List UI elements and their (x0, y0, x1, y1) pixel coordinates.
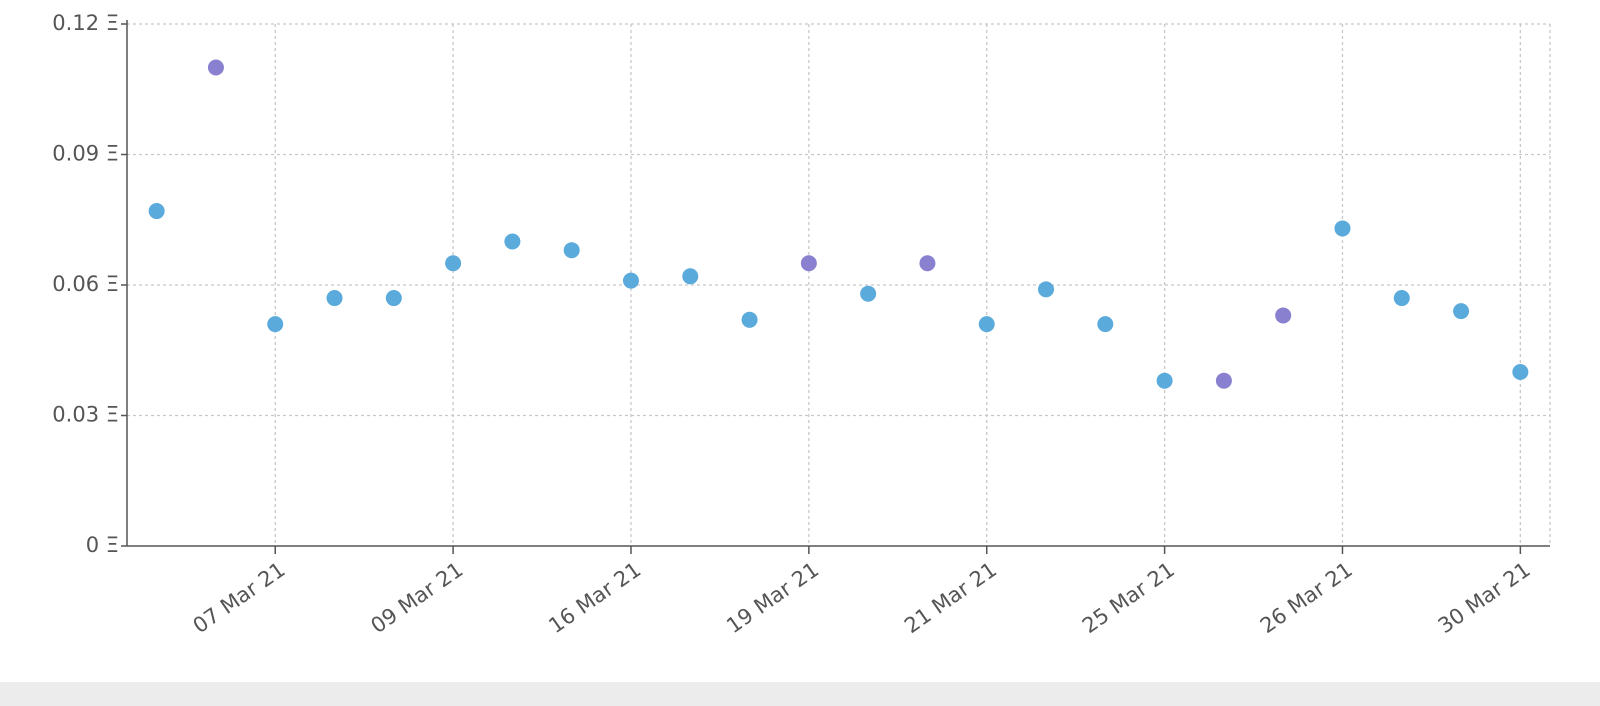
y-tick-label: 0.03 Ξ (52, 403, 119, 427)
point (1334, 220, 1351, 237)
point (207, 59, 224, 76)
point (1512, 364, 1529, 380)
point (1275, 307, 1292, 324)
point (1038, 281, 1055, 298)
point (978, 316, 995, 333)
x-tick-label: 30 Mar 21 (1434, 557, 1535, 638)
x-tick-label: 19 Mar 21 (722, 557, 823, 638)
point (741, 311, 758, 328)
point (1215, 372, 1232, 389)
point (326, 290, 343, 307)
x-tick-label: 26 Mar 21 (1256, 557, 1357, 638)
point (504, 233, 521, 250)
x-tick-label: 07 Mar 21 (189, 557, 290, 638)
point (267, 316, 284, 333)
footer-band (0, 682, 1600, 706)
point (445, 255, 462, 272)
x-tick-label: 21 Mar 21 (900, 557, 1001, 638)
point (385, 290, 402, 307)
point (148, 203, 165, 220)
point (1453, 303, 1470, 320)
point (1156, 372, 1173, 389)
y-tick-label: 0 Ξ (86, 533, 119, 557)
point (1097, 316, 1114, 333)
point (1393, 290, 1410, 307)
x-tick-label: 09 Mar 21 (366, 557, 467, 638)
point (800, 255, 817, 272)
point (919, 255, 936, 272)
x-tick-label: 25 Mar 21 (1078, 557, 1179, 638)
y-tick-label: 0.09 Ξ (52, 142, 119, 166)
x-tick-label: 16 Mar 21 (544, 557, 645, 638)
point (860, 285, 877, 302)
point (622, 272, 639, 289)
y-tick-label: 0.06 Ξ (52, 272, 119, 296)
point (682, 268, 699, 285)
point (563, 242, 580, 259)
y-tick-label: 0.12 Ξ (52, 11, 119, 35)
